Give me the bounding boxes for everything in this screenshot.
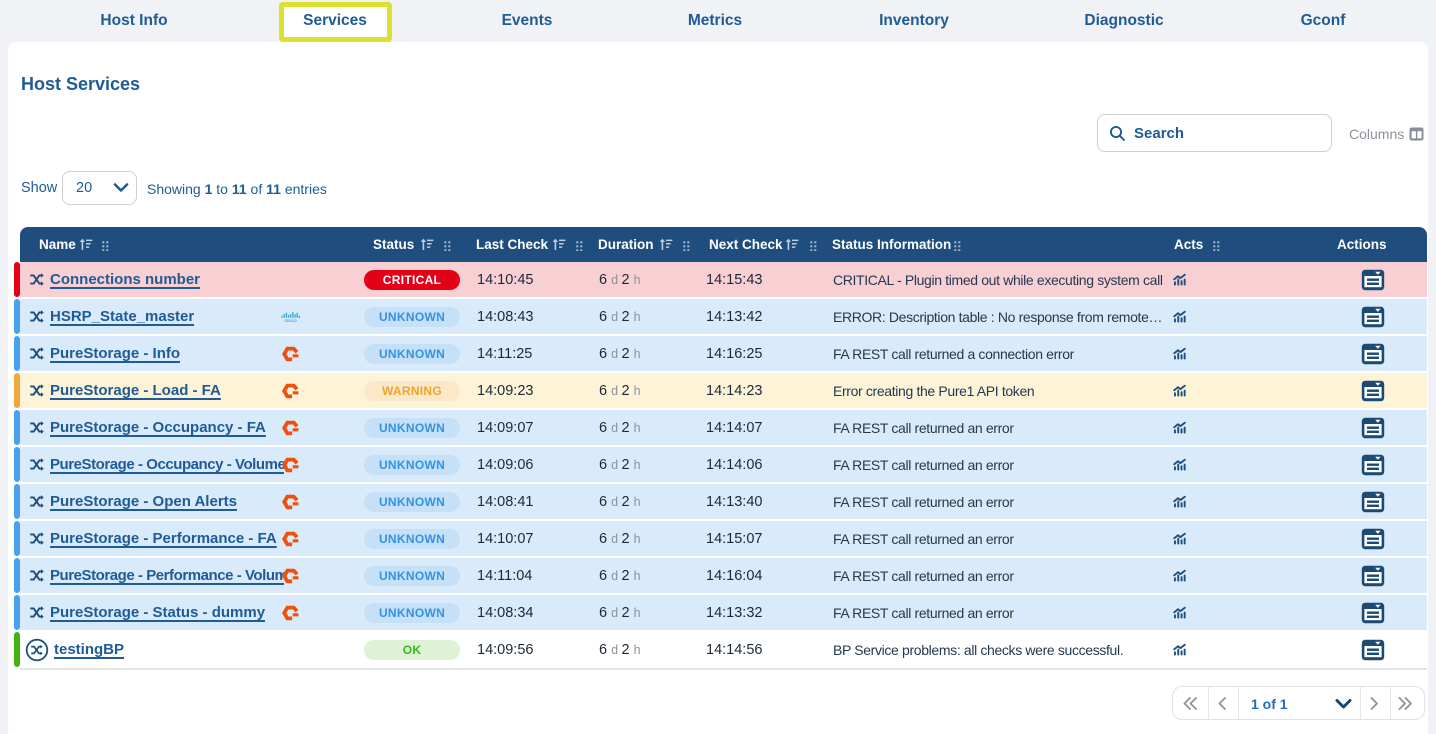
svg-text:CISCO: CISCO bbox=[284, 317, 297, 322]
